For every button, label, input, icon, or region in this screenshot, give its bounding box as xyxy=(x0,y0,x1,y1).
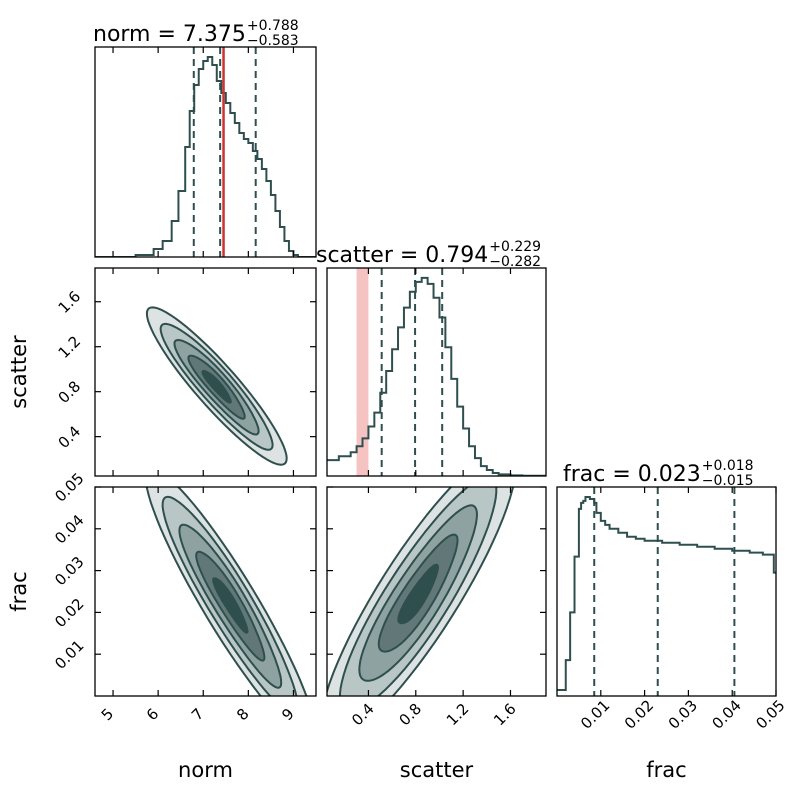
y-tick-label: 1.6 xyxy=(55,287,85,317)
contour-area-norm-scatter xyxy=(145,306,288,466)
hist-area-norm xyxy=(95,47,316,257)
title-plus-scatter: +0.229 xyxy=(489,239,541,255)
y-tick-label: 0.8 xyxy=(55,377,85,407)
hist-line-scatter xyxy=(327,276,546,476)
y-tick-label: 0.04 xyxy=(51,511,87,547)
x-tick-label: 5 xyxy=(98,705,117,724)
title-plus-norm: +0.788 xyxy=(247,18,299,34)
x-tick-label: 7 xyxy=(188,705,207,724)
x-tick-label: 8 xyxy=(233,705,252,724)
x-tick-label: 0.8 xyxy=(395,700,425,730)
y-axis-label-frac: frac xyxy=(7,571,31,611)
y-tick-label: 0.05 xyxy=(51,469,87,505)
contour-frame-norm-frac xyxy=(94,486,317,697)
contour-level-5 xyxy=(201,370,232,404)
x-tick-label: 1.2 xyxy=(443,700,473,730)
hist-panel-frac: frac = 0.023 +0.018−0.015 xyxy=(556,458,777,697)
contour-frame-scatter-frac xyxy=(326,486,547,697)
hist-line-frac xyxy=(557,495,776,692)
contour-panel-norm-scatter xyxy=(94,267,317,477)
x-tick-label: 0.01 xyxy=(577,696,613,732)
x-tick-label: 0.4 xyxy=(348,700,378,730)
title-plus-frac: +0.018 xyxy=(702,458,754,474)
x-tick-label: 0.03 xyxy=(665,696,701,732)
title-scatter: scatter = 0.794 xyxy=(316,243,488,268)
x-tick-label: 0.05 xyxy=(752,696,788,732)
y-tick-label: 0.02 xyxy=(51,595,87,631)
x-tick-label: 0.04 xyxy=(708,696,744,732)
contour-area-norm-frac xyxy=(145,487,308,696)
x-tick-label: 0.02 xyxy=(621,696,657,732)
hist-panel-norm: norm = 7.375 +0.788−0.583 xyxy=(93,18,317,258)
title-norm: norm = 7.375 xyxy=(93,22,246,47)
hist-panel-scatter: scatter = 0.794 +0.229−0.282 xyxy=(316,239,547,477)
hist-area-scatter xyxy=(327,268,546,476)
title-prefix-norm: norm = 7.375 xyxy=(93,22,246,47)
hist-area-frac xyxy=(557,487,776,696)
y-ticks-frac-c1 xyxy=(327,486,546,655)
x-ticks-scatter-r1 xyxy=(367,268,512,476)
truth-band-scatter xyxy=(356,268,369,476)
x-axis-label-norm: norm xyxy=(178,758,233,782)
y-tick-label: 1.2 xyxy=(55,332,85,362)
y-tick-label: 0.01 xyxy=(51,636,87,672)
y-tick-label: 0.4 xyxy=(55,422,85,452)
hist-line-norm xyxy=(95,56,316,257)
contour-panel-scatter-frac xyxy=(326,486,547,697)
hist-frame-scatter xyxy=(326,267,547,477)
title-frac: frac = 0.023 xyxy=(563,462,701,487)
x-tick-label: 9 xyxy=(278,705,297,724)
x-ticks-norm-r0 xyxy=(112,47,295,257)
y-axis-label-scatter: scatter xyxy=(7,335,31,409)
x-axis-label-frac: frac xyxy=(646,758,686,782)
title-minus-frac: −0.015 xyxy=(702,473,754,489)
contour-level-5 xyxy=(212,577,249,634)
title-prefix-scatter: scatter = 0.794 xyxy=(316,243,488,268)
title-minus-norm: −0.583 xyxy=(247,33,299,49)
x-tick-label: 1.6 xyxy=(490,700,520,730)
contour-area-scatter-frac xyxy=(327,487,515,696)
y-tick-label: 0.03 xyxy=(51,553,87,589)
x-axis-label-scatter: scatter xyxy=(400,758,474,782)
hist-frame-norm xyxy=(94,46,317,258)
hist-frame-frac xyxy=(556,486,777,697)
x-tick-label: 6 xyxy=(143,705,162,724)
title-minus-scatter: −0.282 xyxy=(489,254,541,270)
contour-panel-norm-frac xyxy=(94,486,317,697)
x-ticks-norm-r1 xyxy=(112,268,295,476)
contour-frame-norm-scatter xyxy=(94,267,317,477)
contour-level-5 xyxy=(397,563,439,625)
title-prefix-frac: frac = 0.023 xyxy=(563,462,701,487)
